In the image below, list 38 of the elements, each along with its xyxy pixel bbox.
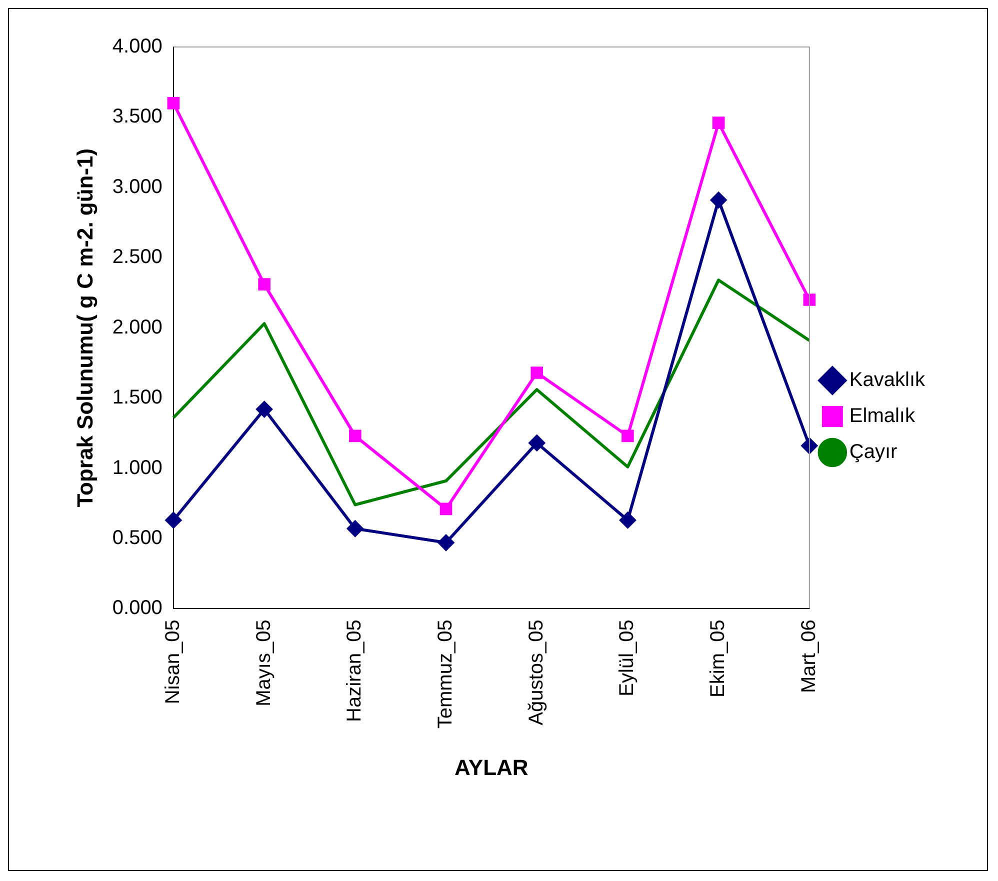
point [803, 294, 816, 306]
point [164, 512, 182, 529]
y-tick-label: 3.000 [112, 176, 162, 198]
x-tick-label: Mayıs_05 [252, 620, 275, 706]
x-axis-title: AYLAR [454, 754, 528, 780]
x-tick-label: Temmuz_05 [434, 620, 457, 729]
legend-label: Kavaklık [849, 369, 926, 392]
point [622, 430, 634, 442]
point [619, 512, 636, 529]
y-tick-label: 0.500 [112, 526, 162, 549]
x-tick-label: Haziran_05 [344, 620, 366, 722]
y-tick-label: 4.000 [112, 36, 162, 58]
y-axis-title: Toprak Solunumu( g C m-2. gün-1) [72, 148, 98, 508]
x-tick-label: Ekim_05 [707, 620, 730, 698]
y-tick-label: 3.500 [112, 106, 162, 128]
point [438, 534, 455, 552]
point [348, 430, 362, 442]
x-tick-label: Nisan_05 [162, 620, 184, 704]
point [530, 366, 544, 379]
point [167, 97, 180, 110]
point [440, 502, 452, 516]
y-tick-label: 2.500 [112, 246, 162, 268]
x-tick-label: Ağustos_05 [525, 620, 548, 726]
point [710, 192, 728, 209]
y-tick-label: 1.000 [112, 456, 162, 479]
legend-label: Çayır [849, 441, 898, 464]
legend-label: Elmalık [849, 405, 916, 428]
point [712, 116, 725, 129]
point [256, 400, 273, 418]
y-tick-label: 2.000 [112, 316, 162, 338]
point [528, 434, 546, 452]
x-tick-label: Eylül_05 [616, 620, 638, 696]
y-tick-label: 0.000 [112, 597, 162, 620]
y-tick-label: 1.500 [112, 386, 162, 409]
x-tick-label: Mart_06 [798, 620, 820, 694]
point [800, 437, 818, 454]
point [258, 278, 270, 290]
point [346, 520, 364, 538]
